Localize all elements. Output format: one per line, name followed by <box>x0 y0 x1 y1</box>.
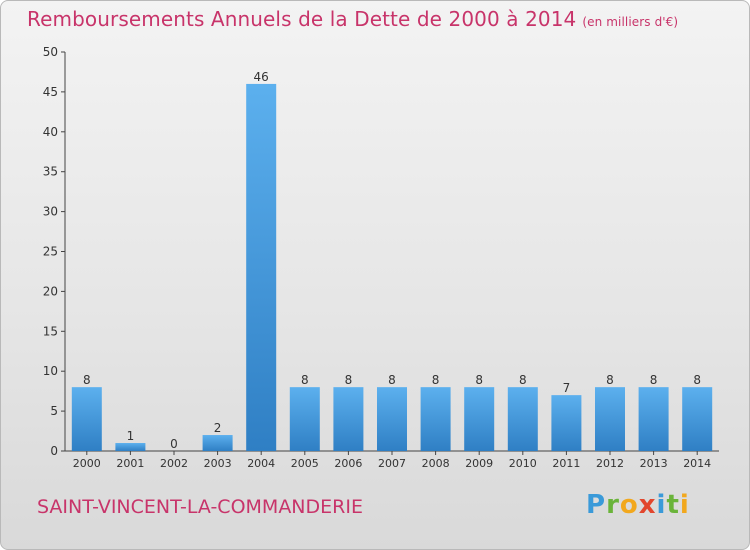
bar-2006 <box>333 387 364 451</box>
bar-2004 <box>246 83 277 452</box>
data-label-2012: 8 <box>606 373 614 387</box>
y-tick-label: 10 <box>43 364 58 378</box>
logo-letter-5: i <box>656 490 667 520</box>
x-tick-label: 2001 <box>116 457 144 470</box>
x-tick-label: 2010 <box>509 457 537 470</box>
y-tick-label: 40 <box>43 125 58 139</box>
logo-letter-1: P <box>586 490 607 520</box>
x-tick-label: 2012 <box>596 457 624 470</box>
bar-2005 <box>289 387 320 451</box>
y-tick-label: 25 <box>43 245 58 259</box>
y-tick-label: 0 <box>50 444 58 458</box>
y-tick-label: 20 <box>43 284 58 298</box>
data-label-2011: 7 <box>563 381 571 395</box>
x-tick-label: 2003 <box>204 457 232 470</box>
bar-2008 <box>420 387 451 451</box>
bar-2009 <box>464 387 495 451</box>
data-label-2007: 8 <box>388 373 396 387</box>
logo-letter-7: i <box>679 490 690 520</box>
chart-title: Remboursements Annuels de la Dette de 20… <box>27 7 678 31</box>
y-tick-label: 30 <box>43 205 58 219</box>
data-label-2013: 8 <box>650 373 658 387</box>
x-tick-label: 2013 <box>640 457 668 470</box>
x-tick-label: 2000 <box>73 457 101 470</box>
x-tick-label: 2007 <box>378 457 406 470</box>
x-tick-label: 2005 <box>291 457 319 470</box>
chart-unit-note: (en milliers d'€) <box>582 15 679 29</box>
data-label-2010: 8 <box>519 373 527 387</box>
bar-2001 <box>115 443 146 451</box>
data-label-2004: 46 <box>254 70 269 84</box>
y-tick-label: 45 <box>43 85 58 99</box>
data-label-2009: 8 <box>475 373 483 387</box>
logo-letter-4: x <box>638 490 657 520</box>
x-tick-label: 2002 <box>160 457 188 470</box>
y-tick-label: 15 <box>43 324 58 338</box>
data-label-2005: 8 <box>301 373 309 387</box>
x-tick-label: 2011 <box>552 457 580 470</box>
logo-letter-6: t <box>666 490 680 520</box>
bar-2011 <box>551 395 582 451</box>
bar-2013 <box>638 387 669 451</box>
bar-2010 <box>507 387 538 451</box>
x-tick-label: 2008 <box>422 457 450 470</box>
bar-2003 <box>202 435 233 451</box>
data-label-2000: 8 <box>83 373 91 387</box>
data-label-2002: 0 <box>170 437 178 451</box>
commune-name: SAINT-VINCENT-LA-COMMANDERIE <box>37 496 363 518</box>
y-tick-label: 5 <box>50 404 58 418</box>
chart-title-text: Remboursements Annuels de la Dette de 20… <box>27 7 577 31</box>
y-tick-label: 35 <box>43 165 58 179</box>
x-tick-label: 2004 <box>247 457 275 470</box>
x-tick-label: 2009 <box>465 457 493 470</box>
bar-2014 <box>682 387 713 451</box>
y-tick-label: 50 <box>43 45 58 59</box>
proxiti-logo: Proxiti <box>586 490 690 520</box>
logo-letter-2: r <box>606 490 620 520</box>
bar-2000 <box>71 387 102 451</box>
data-label-2001: 1 <box>127 429 135 443</box>
logo-letter-3: o <box>619 490 639 520</box>
data-label-2008: 8 <box>432 373 440 387</box>
x-tick-label: 2014 <box>683 457 711 470</box>
data-label-2014: 8 <box>693 373 701 387</box>
bar-2012 <box>595 387 625 451</box>
data-label-2003: 2 <box>214 421 222 435</box>
x-tick-label: 2006 <box>334 457 362 470</box>
data-label-2006: 8 <box>345 373 353 387</box>
bar-2007 <box>377 387 407 451</box>
